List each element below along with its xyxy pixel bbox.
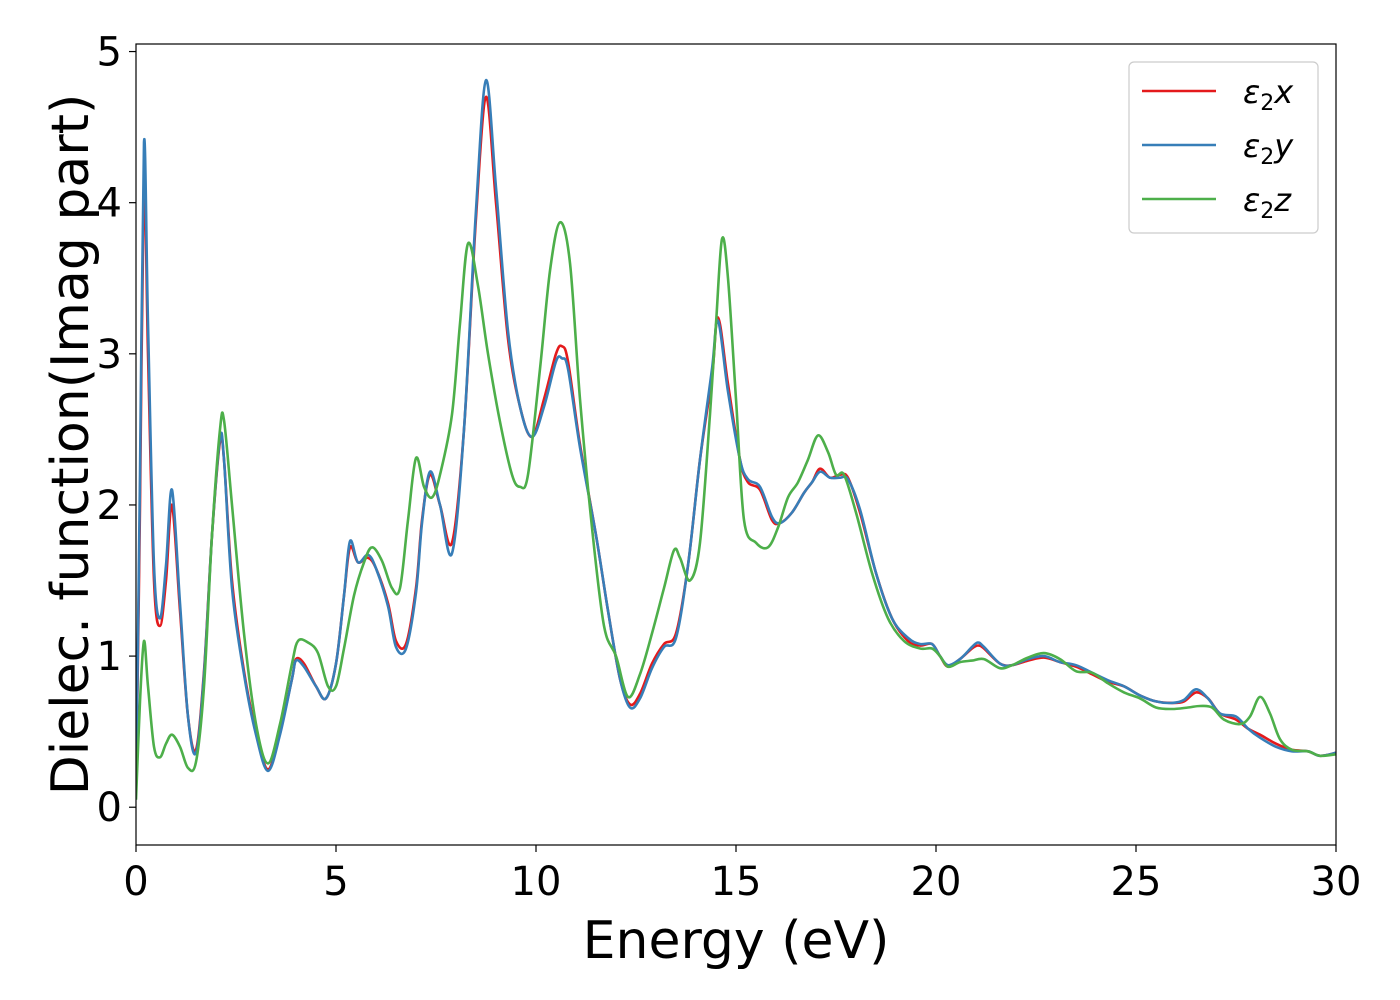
x-tick-label: 20 — [911, 859, 962, 905]
series-line-y — [136, 78, 1336, 793]
legend-box — [1128, 61, 1319, 234]
x-tick-label: 0 — [123, 859, 148, 905]
y-tick-label: 2 — [97, 483, 122, 529]
legend-label-y: ε2y — [1243, 127, 1294, 170]
x-tick-label: 25 — [1111, 859, 1162, 905]
x-tick-label: 5 — [323, 859, 348, 905]
y-axis-ticks: 0 1 2 3 4 5 — [97, 30, 136, 831]
x-axis-ticks: 0 5 10 15 20 25 30 — [123, 845, 1361, 905]
y-tick-label: 4 — [97, 181, 122, 227]
series-layer — [136, 78, 1336, 800]
y-tick-label: 3 — [97, 332, 122, 378]
x-tick-label: 15 — [711, 859, 762, 905]
series-line-z — [136, 221, 1336, 800]
legend-label-x: ε2x — [1243, 73, 1294, 116]
y-axis-title: Dielec. function(Imag part) — [41, 94, 101, 796]
x-tick-label: 10 — [511, 859, 562, 905]
y-tick-label: 5 — [97, 30, 122, 76]
y-tick-label: 1 — [97, 634, 122, 680]
x-tick-label: 30 — [1311, 859, 1362, 905]
legend-label-z: ε2z — [1243, 181, 1292, 224]
x-axis-title: Energy (eV) — [583, 911, 890, 971]
y-tick-label: 0 — [97, 785, 122, 831]
legend: ε2x ε2y ε2z — [1128, 61, 1319, 234]
